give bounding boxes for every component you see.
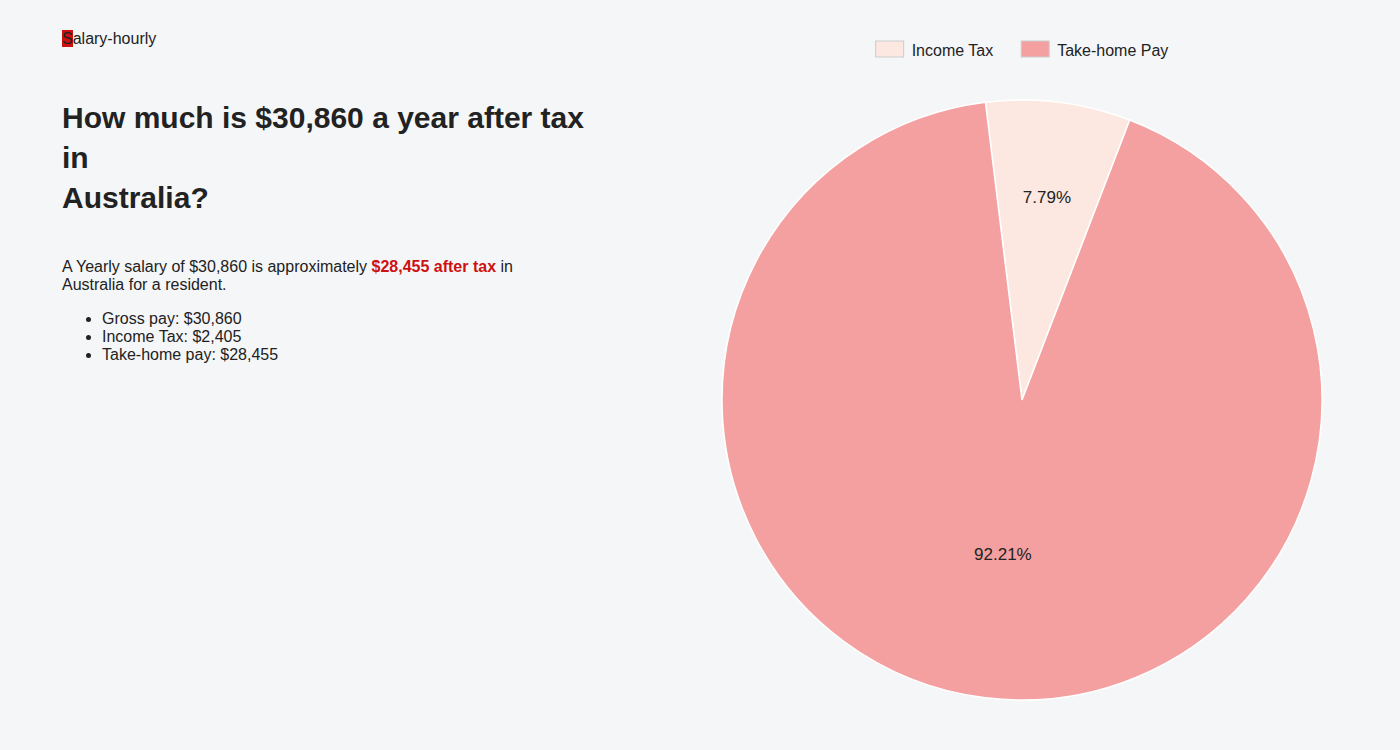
logo: Salary-hourly (62, 30, 602, 48)
text-segment: $28,455 after tax (372, 258, 497, 275)
text-segment: Take-home pay: $28,455 (102, 346, 278, 363)
body-line: A Yearly salary of $30,860 is approximat… (62, 258, 513, 275)
bullet-item: Gross pay: $30,860 (102, 310, 602, 328)
slice-labels: 7.79% 92.21% (974, 188, 1071, 564)
bullet-item: Income Tax: $2,405 (102, 328, 602, 346)
info-box: A Yearly salary of $30,860 is approximat… (62, 258, 602, 364)
bullet-item: Take-home pay: $28,455 (102, 346, 602, 364)
legend-item: Income Tax (876, 41, 994, 59)
title-line: Australia? (62, 181, 209, 214)
title-line: How much is $30,860 a year after tax in (62, 101, 584, 174)
title: How much is $30,860 a year after tax in A… (62, 98, 602, 218)
slices (722, 100, 1322, 700)
legend-item: Take-home Pay (1021, 41, 1168, 59)
bullet-list: Gross pay: $30,860Income Tax: $2,405Take… (62, 310, 602, 364)
text-segment: Income Tax: $2,405 (102, 328, 241, 345)
logo-text: alary-hourly (73, 30, 157, 47)
page: {"chart_data": {"type": "pie", "title": … (0, 0, 1400, 750)
text-segment: A Yearly salary of $30,860 is approximat… (62, 258, 372, 275)
text-segment: in (496, 258, 513, 275)
pie-chart: 7.79% 92.21% Income Tax Take-home Pay (644, 0, 1400, 750)
slice (722, 102, 1322, 700)
text-segment: Gross pay: $30,860 (102, 310, 242, 327)
text-segment: Australia for a resident. (62, 276, 227, 293)
body-text: A Yearly salary of $30,860 is approximat… (62, 258, 602, 294)
legend-label: Income Tax (912, 42, 994, 59)
data-label: 92.21% (974, 545, 1032, 564)
logo-box: S (62, 30, 73, 47)
body-line: Australia for a resident. (62, 276, 227, 293)
legend-swatch (876, 41, 904, 57)
legend: Income Tax Take-home Pay (876, 41, 1169, 59)
legend-swatch (1021, 41, 1049, 57)
text-panel: Salary-hourly How much is $30,860 a year … (62, 30, 602, 380)
data-label: 7.79% (1023, 188, 1071, 207)
chart-panel: 7.79% 92.21% Income Tax Take-home Pay (644, 0, 1400, 750)
legend-label: Take-home Pay (1057, 42, 1168, 59)
